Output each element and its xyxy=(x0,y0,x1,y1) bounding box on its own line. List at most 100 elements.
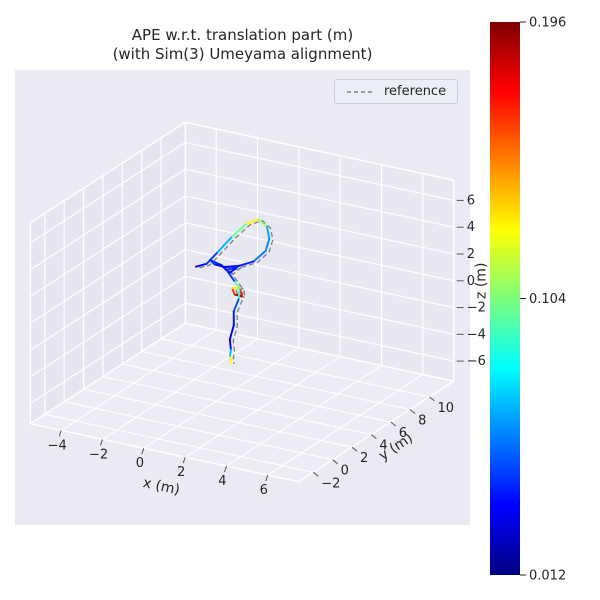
z-grid-line xyxy=(185,275,454,335)
trajectory-segment xyxy=(228,348,232,359)
box-edge xyxy=(298,380,455,483)
z-axis-label: z (m) xyxy=(474,263,490,299)
y-grid-line xyxy=(64,401,333,461)
box-edge xyxy=(30,423,299,483)
trajectory-segment xyxy=(239,288,243,298)
z-grid-line xyxy=(185,195,454,255)
reference-trajectory xyxy=(199,219,274,365)
y-tick-label: 2 xyxy=(360,451,368,466)
y-tick-mark xyxy=(409,409,416,414)
box-edge xyxy=(29,322,186,425)
z-tick-label: −2 xyxy=(467,301,486,316)
reference-dashed-line-icon xyxy=(347,90,375,93)
y-tick-mark xyxy=(390,421,397,427)
colorbar-tick-label: 0.012 xyxy=(529,569,566,584)
y-tick-mark xyxy=(429,396,435,402)
trajectory-segment xyxy=(228,338,232,351)
colorbar-gradient xyxy=(490,22,520,575)
x-tick-mark xyxy=(265,474,269,482)
y-tick-mark xyxy=(312,471,319,477)
x-tick-label: 6 xyxy=(260,483,268,498)
box-edge xyxy=(29,121,186,224)
z-grid-line xyxy=(30,168,186,271)
pane-bottom xyxy=(30,323,454,482)
box-edge xyxy=(185,121,454,181)
trajectory-segment xyxy=(225,265,239,272)
z-grid-line xyxy=(30,249,186,351)
colorbar-tick-label: 0.104 xyxy=(529,292,566,307)
z-tick-label: 6 xyxy=(467,193,475,208)
z-grid-line xyxy=(30,195,186,297)
y-tick-label: 0 xyxy=(341,464,349,479)
trajectory-segment xyxy=(225,269,237,283)
trajectory-segment xyxy=(264,237,271,252)
z-tick-label: −6 xyxy=(467,354,486,369)
z-tick-label: 2 xyxy=(467,247,475,262)
y-tick-mark xyxy=(351,446,358,452)
trajectory-segment xyxy=(238,260,255,267)
y-grid-line xyxy=(83,388,353,448)
trajectory-segment xyxy=(194,262,208,268)
trajectory-segment xyxy=(266,225,271,240)
z-tick-label: −4 xyxy=(467,327,486,342)
x-tick-mark xyxy=(141,448,145,455)
y-tick-label: 8 xyxy=(418,413,426,428)
x-grid-line xyxy=(102,338,258,440)
z-grid-line xyxy=(185,302,454,362)
title-block: APE w.r.t. translation part (m) (with Si… xyxy=(15,26,470,64)
trajectory-segment xyxy=(231,286,241,290)
z-grid-line xyxy=(30,222,186,324)
x-tick-label: 4 xyxy=(218,474,226,489)
z-grid-line xyxy=(185,141,454,201)
y-grid-line xyxy=(141,350,411,411)
y-grid-line xyxy=(44,413,314,473)
x-grid-line xyxy=(267,374,424,476)
y-tick-mark xyxy=(371,434,377,439)
y-tick-label: −2 xyxy=(321,476,340,491)
z-grid-line xyxy=(185,222,454,282)
trajectory-segment xyxy=(232,298,240,313)
trajectory-segment xyxy=(252,250,267,263)
trajectory-segment xyxy=(231,287,236,296)
trajectory-segment xyxy=(228,324,235,341)
y-tick-label: 6 xyxy=(399,426,407,441)
trajectory-segment xyxy=(257,218,268,228)
z-grid-line xyxy=(30,275,186,378)
x-tick-mark xyxy=(224,465,227,473)
trajectory-segment xyxy=(216,235,234,254)
z-grid-line xyxy=(185,249,454,309)
z-tick-label: 0 xyxy=(467,274,475,289)
y-grid-line xyxy=(160,338,430,398)
x-tick-label: −4 xyxy=(48,438,67,453)
legend-label-reference: reference xyxy=(384,84,447,99)
y-grid-line xyxy=(102,376,372,436)
legend: reference xyxy=(334,79,459,104)
x-grid-line xyxy=(60,329,217,431)
x-grid-line xyxy=(226,365,382,467)
y-tick-label: 10 xyxy=(438,401,455,416)
x-tick-mark xyxy=(58,430,62,437)
colorbar-tick-label: 0.196 xyxy=(529,16,566,31)
x-tick-label: −2 xyxy=(89,447,108,462)
trajectory-segment xyxy=(237,286,241,301)
z-grid-line xyxy=(185,168,454,228)
x-tick-mark xyxy=(100,439,103,446)
z-grid-line xyxy=(30,302,186,405)
x-tick-mark xyxy=(182,456,186,464)
x-grid-line xyxy=(184,356,341,458)
x-tick-label: 0 xyxy=(136,456,144,471)
z-grid-line xyxy=(30,141,186,244)
plot-subtitle: (with Sim(3) Umeyama alignment) xyxy=(112,45,373,63)
x-axis-label: x (m) xyxy=(141,475,181,498)
y-grid-line xyxy=(122,363,391,423)
y-tick-mark xyxy=(332,459,338,465)
trajectory-segment xyxy=(245,218,260,225)
trajectory-segment xyxy=(209,259,222,266)
trajectory-segment xyxy=(231,222,248,238)
trajectory-segment xyxy=(205,251,219,265)
x-grid-line xyxy=(143,347,300,449)
x-tick-label: 2 xyxy=(177,465,185,480)
y-tick-label: 4 xyxy=(379,439,387,454)
